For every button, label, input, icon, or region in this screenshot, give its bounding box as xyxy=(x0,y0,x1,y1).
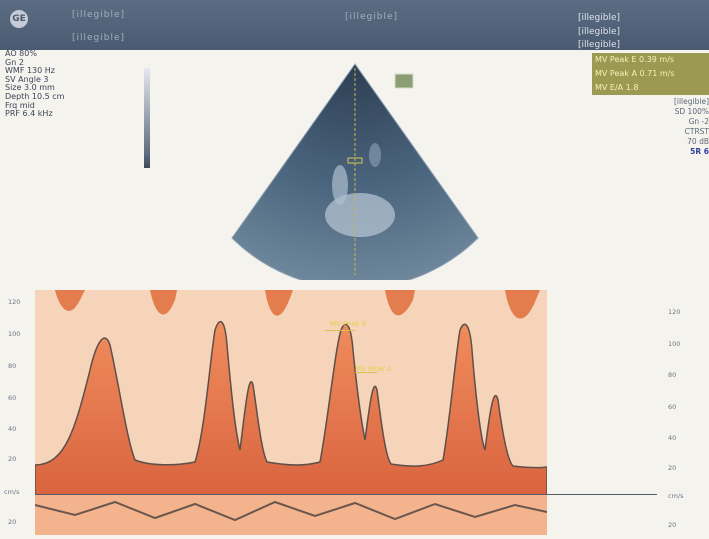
header-right-value-1: [illegible] xyxy=(578,13,621,23)
doppler-baseline xyxy=(35,494,657,495)
sector-fan xyxy=(231,63,479,280)
header-right-value-2: [illegible] xyxy=(578,27,621,37)
measurement-box: MV Peak E 0.39 m/s MV Peak A 0.71 m/s MV… xyxy=(592,53,709,95)
left-tick: 40 xyxy=(8,425,17,433)
measurement-mv-peak-e: MV Peak E 0.39 m/s xyxy=(595,55,675,64)
settings-line: CTRST xyxy=(684,127,709,136)
patient-id: [illegible] xyxy=(72,10,126,20)
greyscale-bar xyxy=(144,68,150,168)
left-tick: 80 xyxy=(8,362,17,370)
header-right-value-3: [illegible] xyxy=(578,40,621,50)
right-tick: 120 xyxy=(668,308,681,316)
doppler-waveform xyxy=(35,290,547,535)
heart-structure xyxy=(332,165,348,205)
sample-gate xyxy=(347,157,363,164)
heart-structure xyxy=(325,193,395,237)
spectrum-artifact xyxy=(150,290,177,315)
left-tick: cm/s xyxy=(4,488,20,496)
heart-structure xyxy=(369,143,381,167)
spectrum-artifact xyxy=(265,290,293,316)
peak-a-marker xyxy=(355,372,377,373)
right-tick: 40 xyxy=(668,434,677,442)
annotation-peak-a: MV Peak A xyxy=(355,365,392,373)
param-line: SV Angle 3 xyxy=(5,74,49,84)
acquisition-parameters: AO 80% Gn 2 WMF 130 Hz SV Angle 3 Size 3… xyxy=(5,49,65,119)
right-tick: cm/s xyxy=(668,492,684,500)
measurement-mv-e-a: MV E/A 1.8 xyxy=(595,83,639,92)
probe-orientation-icon xyxy=(394,73,414,89)
settings-line: 70 dB xyxy=(687,137,709,146)
param-line: AO 80% xyxy=(5,49,37,58)
annotation-peak-e: MV Peak E xyxy=(330,320,367,328)
param-line: PRF 6.4 kHz xyxy=(5,109,53,119)
peak-e-marker xyxy=(325,330,355,331)
ge-logo-icon: GE xyxy=(10,10,28,28)
exam-date: [illegible] xyxy=(72,33,126,43)
sector-image xyxy=(231,63,479,280)
param-line: WMF 130 Hz xyxy=(5,66,55,76)
right-tick: 20 xyxy=(668,464,677,472)
doppler-spectrum xyxy=(35,290,547,535)
settings-line: SD 100% xyxy=(674,107,709,116)
left-tick: 20 xyxy=(8,455,17,463)
left-tick: 20 xyxy=(8,518,17,526)
right-tick: 80 xyxy=(668,371,677,379)
settings-line: Gn -2 xyxy=(688,117,709,126)
left-tick: 120 xyxy=(8,298,21,306)
param-line: Depth 10.5 cm xyxy=(5,91,65,101)
settings-highlight: 5R 6 xyxy=(690,147,709,156)
doppler-settings: [illegible] SD 100% Gn -2 CTRST 70 dB 5R… xyxy=(630,97,709,157)
right-tick: 100 xyxy=(668,340,681,348)
settings-line: [illegible] xyxy=(673,97,709,106)
below-baseline-signal xyxy=(35,500,547,522)
left-tick: 60 xyxy=(8,394,17,402)
spectrum-artifact xyxy=(55,290,85,311)
spectrum-envelope xyxy=(35,320,547,496)
measurement-mv-peak-a: MV Peak A 0.71 m/s xyxy=(595,69,675,78)
probe-info: [illegible] xyxy=(345,12,399,22)
spectrum-artifact xyxy=(385,290,415,316)
param-line: Gn 2 xyxy=(5,57,24,67)
spectrum-artifact xyxy=(505,290,540,319)
param-line: Size 3.0 mm xyxy=(5,83,55,93)
right-tick: 20 xyxy=(668,521,677,529)
param-line: Frq mid xyxy=(5,100,35,110)
below-baseline-band xyxy=(35,495,547,535)
header-bar: GE [illegible] [illegible] [illegible] [… xyxy=(0,0,709,50)
left-tick: 100 xyxy=(8,330,21,338)
right-tick: 60 xyxy=(668,403,677,411)
